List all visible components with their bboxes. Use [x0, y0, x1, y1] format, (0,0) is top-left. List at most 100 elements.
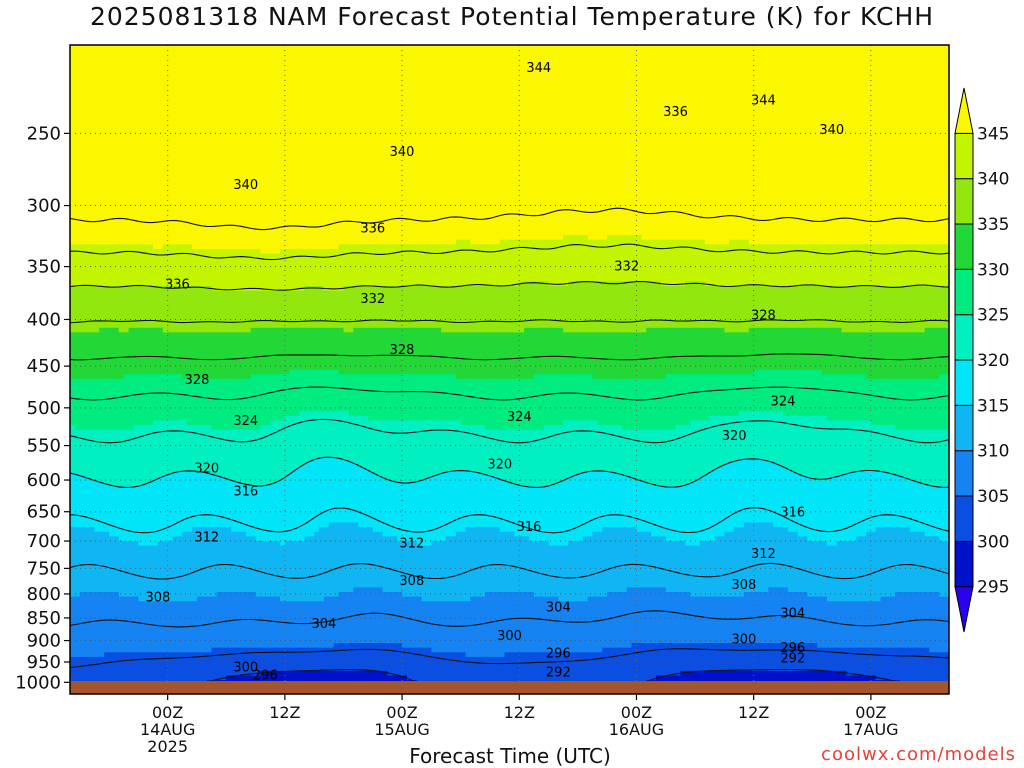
y-tick-label: 850	[27, 608, 61, 629]
contour-line-328	[70, 386, 949, 401]
contour-label: 304	[312, 617, 337, 632]
contour-line-348	[70, 207, 949, 231]
x-tick-label: 16AUG	[609, 720, 664, 739]
contour-label: 304	[546, 601, 571, 616]
y-tick-label: 300	[27, 196, 61, 217]
colorbar-label: 345	[977, 124, 1009, 144]
contour-line-304	[70, 648, 949, 669]
colorbar-swatch	[954, 359, 974, 406]
contour-label: 296	[780, 641, 805, 656]
plot-frame	[69, 44, 950, 695]
colorbar-swatch	[954, 540, 974, 588]
colorbar-swatch	[954, 495, 974, 542]
colorbar-top-arrow	[954, 87, 974, 134]
contour-label: 320	[722, 429, 747, 444]
y-tick-label: 650	[27, 502, 61, 523]
contour-label: 340	[390, 145, 415, 160]
colorbar-label: 295	[977, 578, 1009, 598]
x-tick-label: 15AUG	[374, 720, 429, 739]
x-tick-label: 14AUG	[140, 720, 195, 739]
contour-label: 336	[360, 222, 385, 237]
contour-label: 300	[497, 629, 522, 644]
y-tick-label: 400	[27, 309, 61, 330]
contour-label: 332	[360, 292, 385, 307]
x-tick-label: 00Z	[386, 703, 417, 722]
colorbar-swatch	[954, 223, 974, 270]
x-tick-label: 00Z	[855, 703, 886, 722]
colorbar-swatch	[954, 314, 974, 361]
y-tick-label: 550	[27, 436, 61, 457]
x-tick-label: 2025	[147, 737, 188, 756]
contour-line-344	[70, 243, 949, 261]
colorbar-label: 300	[977, 532, 1009, 552]
contour-label: 320	[487, 458, 512, 473]
y-tick-label: 600	[27, 470, 61, 491]
contour-label: 336	[663, 105, 688, 120]
colorbar-label: 340	[977, 170, 1009, 190]
contour-label: 300	[731, 633, 756, 648]
contour-line-316	[70, 507, 949, 534]
grid-lines	[70, 45, 949, 694]
contour-label: 340	[233, 178, 258, 193]
contour-label: 308	[731, 578, 756, 593]
y-tick-label: 350	[27, 257, 61, 278]
x-tick-label: 00Z	[152, 703, 183, 722]
colorbar-label: 315	[977, 396, 1009, 416]
contour-label: 292	[546, 665, 571, 680]
x-tick-label: 00Z	[621, 703, 652, 722]
contour-line-312	[70, 562, 949, 580]
contour-label: 308	[399, 574, 424, 589]
colorbar-label: 305	[977, 487, 1009, 507]
x-tick-label: 12Z	[269, 703, 300, 722]
contour-line-324	[70, 418, 949, 444]
contour-label: 312	[194, 531, 219, 546]
y-tick-label: 250	[27, 123, 61, 144]
contour-label: 328	[390, 343, 415, 358]
y-tick-label: 1000	[15, 672, 61, 693]
y-tick-label: 900	[27, 631, 61, 652]
contour-label: 332	[614, 260, 639, 275]
filled-contours	[70, 45, 949, 694]
colorbar-bottom-arrow	[954, 586, 974, 633]
y-tick-label: 700	[27, 531, 61, 552]
colorbar-label: 310	[977, 442, 1009, 462]
y-axis: 2503003504004505005506006507007508008509…	[15, 123, 70, 693]
credit-link[interactable]: coolwx.com/models	[821, 744, 1016, 765]
contour-line-336	[70, 319, 949, 324]
contour-line-320	[70, 456, 949, 488]
contour-label: 316	[780, 505, 805, 520]
contour-label: 296	[546, 647, 571, 662]
contour-label: 336	[165, 277, 190, 292]
x-tick-label: 12Z	[738, 703, 769, 722]
colorbar-swatch	[954, 132, 974, 180]
y-tick-label: 750	[27, 558, 61, 579]
contour-label: 312	[751, 547, 776, 562]
contour-line-332	[70, 353, 949, 361]
colorbar-swatch	[954, 178, 974, 225]
contour-label: 328	[185, 373, 210, 388]
contour-label: 320	[194, 462, 219, 477]
contour-label: 328	[751, 308, 776, 323]
contour-label: 324	[507, 410, 532, 425]
chart-title: 2025081318 NAM Forecast Potential Temper…	[89, 2, 935, 31]
contour-label: 324	[771, 394, 796, 409]
contour-label: 296	[253, 669, 278, 684]
contour-label: 344	[751, 93, 776, 108]
contour-label: 300	[233, 660, 258, 675]
contour-label: 316	[233, 485, 258, 500]
contour-label: 292	[780, 652, 805, 667]
colorbar-label: 335	[977, 215, 1009, 235]
colorbar-swatch	[954, 268, 974, 316]
contour-label: 308	[145, 590, 170, 605]
contour-label: 312	[399, 536, 424, 551]
colorbar-label: 325	[977, 306, 1009, 326]
x-tick-label: 12Z	[504, 703, 535, 722]
colorbar-swatch	[954, 404, 974, 452]
ground-strip	[70, 681, 949, 694]
colorbar: 295 300 305 310 315 320 325 330 335 340 345	[954, 87, 1009, 633]
y-tick-label: 500	[27, 398, 61, 419]
contour-label: 344	[526, 61, 551, 76]
contour-label: 324	[233, 414, 258, 429]
contour-lines	[70, 207, 949, 694]
